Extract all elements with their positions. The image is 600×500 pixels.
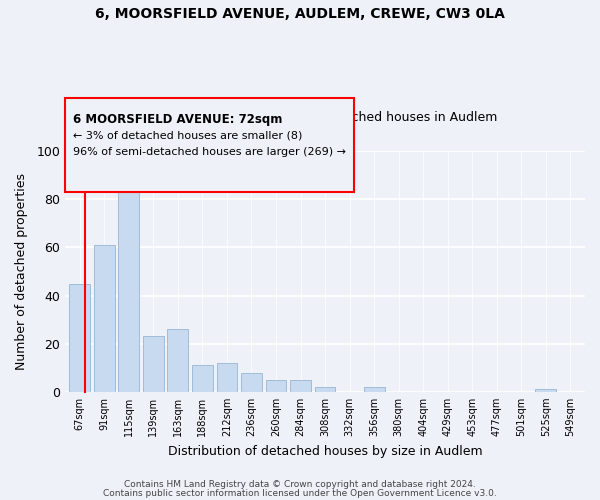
Bar	[290, 380, 311, 392]
Bar	[70, 284, 90, 392]
Bar	[241, 372, 262, 392]
Bar	[266, 380, 286, 392]
Bar	[94, 245, 115, 392]
Bar	[143, 336, 164, 392]
FancyBboxPatch shape	[65, 98, 353, 192]
Bar	[535, 390, 556, 392]
Text: 6 MOORSFIELD AVENUE: 72sqm: 6 MOORSFIELD AVENUE: 72sqm	[73, 112, 282, 126]
Bar	[314, 387, 335, 392]
Bar	[364, 387, 385, 392]
Text: 96% of semi-detached houses are larger (269) →: 96% of semi-detached houses are larger (…	[73, 148, 346, 158]
Text: ← 3% of detached houses are smaller (8): ← 3% of detached houses are smaller (8)	[73, 130, 302, 140]
Y-axis label: Number of detached properties: Number of detached properties	[15, 173, 28, 370]
Text: 6, MOORSFIELD AVENUE, AUDLEM, CREWE, CW3 0LA: 6, MOORSFIELD AVENUE, AUDLEM, CREWE, CW3…	[95, 8, 505, 22]
Bar	[217, 363, 238, 392]
Bar	[118, 190, 139, 392]
Text: Contains HM Land Registry data © Crown copyright and database right 2024.: Contains HM Land Registry data © Crown c…	[124, 480, 476, 489]
Text: Contains public sector information licensed under the Open Government Licence v3: Contains public sector information licen…	[103, 488, 497, 498]
Title: Size of property relative to detached houses in Audlem: Size of property relative to detached ho…	[152, 110, 498, 124]
X-axis label: Distribution of detached houses by size in Audlem: Distribution of detached houses by size …	[168, 444, 482, 458]
Bar	[192, 366, 213, 392]
Bar	[167, 329, 188, 392]
